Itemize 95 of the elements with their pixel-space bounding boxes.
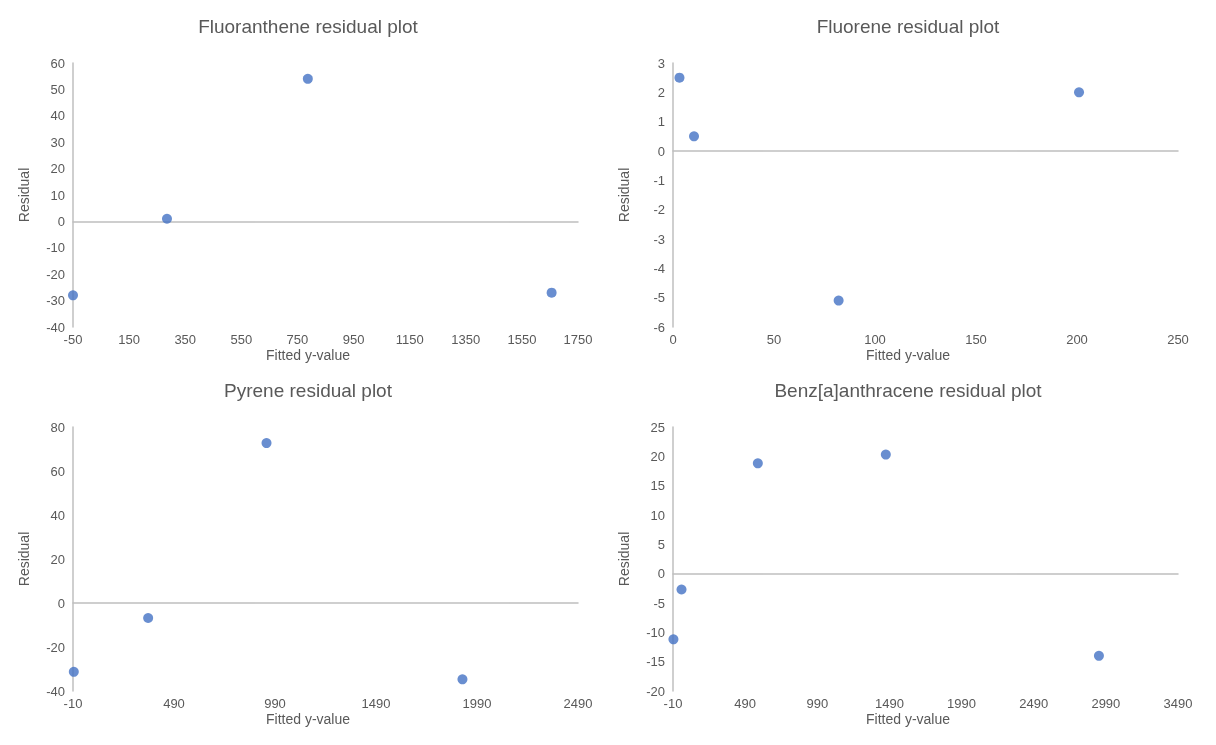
x-tick-label: 150	[118, 332, 140, 347]
point	[833, 295, 844, 306]
y-tick-label: 50	[50, 81, 65, 97]
point	[1093, 650, 1104, 661]
y-tick-label: -10	[646, 624, 665, 640]
y-tick-label: 10	[50, 187, 65, 203]
y-tick-label: 0	[657, 566, 665, 582]
y-tick-label: 2	[657, 84, 665, 100]
point	[752, 458, 763, 469]
x-axis-title: Fitted y-value	[865, 347, 951, 363]
point	[689, 131, 700, 142]
x-tick-label: 2490	[1019, 696, 1049, 711]
y-tick-label: -5	[653, 290, 665, 306]
point	[880, 449, 891, 460]
x-tick-label: 1990	[462, 696, 492, 711]
x-tick-label: 150	[965, 332, 987, 347]
y-tick-label: 3	[657, 55, 665, 71]
y-tick-label: -20	[46, 266, 65, 282]
x-tick-label: 100	[864, 332, 886, 347]
x-tick-label: 990	[264, 696, 286, 711]
y-tick-label: 15	[650, 478, 665, 494]
x-tick-label: 1750	[563, 332, 593, 347]
point	[302, 73, 313, 84]
x-tick-label: 1350	[451, 332, 481, 347]
y-tick-label: -15	[646, 654, 665, 670]
y-tick-label: -40	[46, 683, 65, 699]
x-tick-label: 490	[163, 696, 185, 711]
y-tick-label: -3	[653, 231, 665, 247]
chart-title: Benz[a]anthracene residual plot	[774, 380, 1043, 401]
y-tick-label: 5	[657, 536, 665, 552]
y-tick-label: 80	[50, 419, 65, 435]
x-tick-label: 490	[734, 696, 756, 711]
point	[261, 438, 272, 449]
point	[674, 72, 685, 83]
y-tick-label: 40	[50, 507, 65, 523]
point	[546, 287, 557, 298]
x-tick-label: 1490	[361, 696, 391, 711]
y-tick-label: -10	[46, 240, 65, 256]
y-tick-label: 0	[57, 595, 65, 611]
y-tick-label: 40	[50, 108, 65, 124]
x-tick-label: 350	[174, 332, 197, 347]
x-tick-label: 750	[286, 332, 309, 347]
point	[68, 666, 79, 677]
x-tick-label: 550	[230, 332, 253, 347]
y-tick-label: 0	[657, 143, 665, 159]
point	[1074, 87, 1085, 98]
y-tick-label: 10	[650, 507, 665, 523]
x-axis-title: Fitted y-value	[865, 711, 951, 727]
y-tick-label: -4	[653, 260, 665, 276]
y-tick-label: 1	[657, 114, 665, 130]
x-tick-label: 200	[1066, 332, 1088, 347]
y-tick-label: -20	[646, 683, 665, 699]
y-tick-label: -1	[653, 172, 665, 188]
y-tick-label: 25	[650, 419, 665, 435]
y-tick-label: -5	[653, 595, 665, 611]
x-tick-label: -50	[63, 332, 83, 347]
point	[457, 674, 468, 685]
x-tick-label: 2990	[1091, 696, 1121, 711]
y-tick-label: 20	[50, 161, 65, 177]
y-axis-title: Residual	[16, 167, 32, 223]
x-tick-label: 3490	[1163, 696, 1193, 711]
y-tick-label: -20	[46, 639, 65, 655]
chart-title: Pyrene residual plot	[224, 380, 393, 401]
y-tick-label: -6	[653, 319, 665, 335]
x-tick-label: 0	[669, 332, 677, 347]
chart-title: Fluoranthene residual plot	[198, 16, 419, 37]
chart-title: Fluorene residual plot	[816, 16, 1001, 37]
x-tick-label: 1990	[947, 696, 977, 711]
x-tick-label: 2490	[563, 696, 593, 711]
y-tick-label: -40	[46, 319, 65, 335]
x-tick-label: 50	[766, 332, 782, 347]
x-tick-label: 250	[1167, 332, 1189, 347]
x-tick-label: 1550	[507, 332, 537, 347]
x-tick-label: 990	[806, 696, 829, 711]
x-tick-label: 1150	[395, 332, 424, 347]
y-tick-label: -2	[653, 202, 665, 218]
y-tick-label: 20	[650, 448, 665, 464]
y-axis-title: Residual	[16, 531, 32, 587]
point	[162, 213, 172, 224]
x-axis-title: Fitted y-value	[265, 347, 351, 363]
y-tick-label: 30	[50, 134, 65, 150]
y-tick-label: -30	[46, 293, 65, 309]
y-tick-label: 60	[50, 55, 65, 71]
x-axis-title: Fitted y-value	[265, 711, 351, 727]
y-axis-title: Residual	[616, 531, 632, 587]
y-tick-label: 60	[50, 463, 65, 479]
point	[143, 612, 154, 623]
y-axis-title: Residual	[616, 167, 632, 223]
point	[668, 634, 679, 645]
y-tick-label: 20	[50, 551, 65, 567]
point	[68, 290, 78, 301]
x-tick-label: 1490	[874, 696, 904, 711]
x-tick-label: 950	[342, 332, 365, 347]
point	[676, 584, 687, 595]
y-tick-label: 0	[57, 213, 65, 229]
